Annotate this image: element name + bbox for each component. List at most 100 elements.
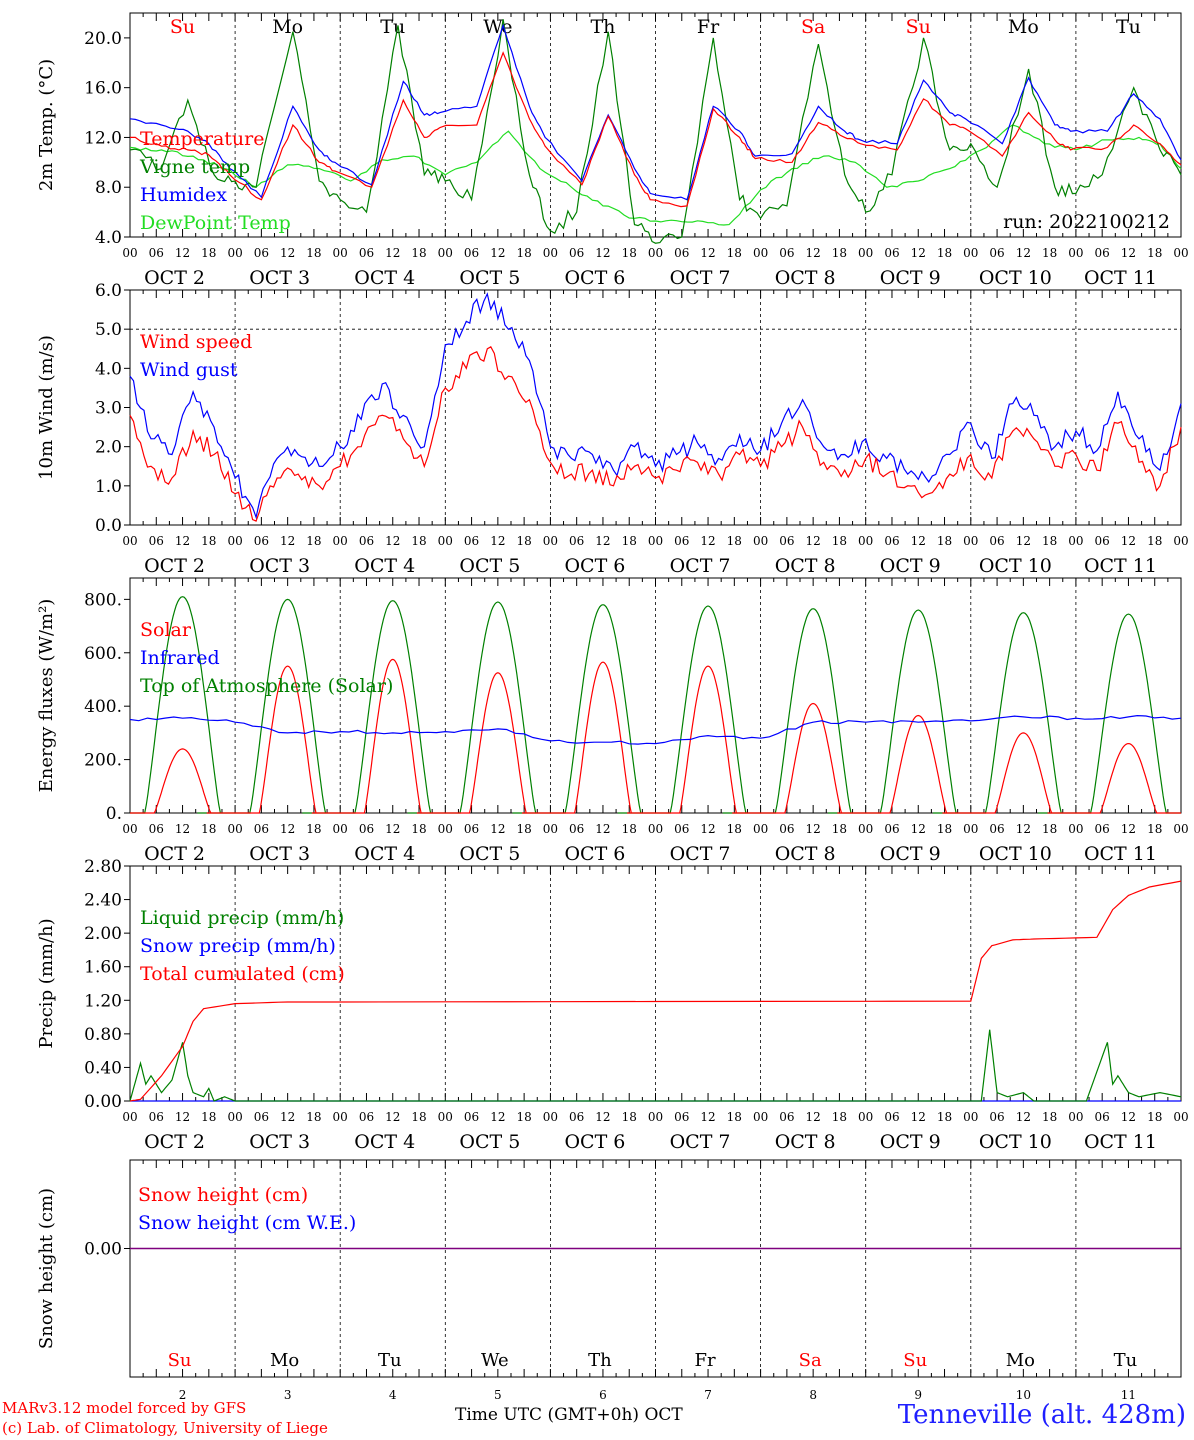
series-liquid-precip-mm-h- bbox=[129, 1029, 1182, 1102]
legend-1: Liquid precip (mm/h) bbox=[140, 907, 344, 929]
weekday-label: Th bbox=[588, 1350, 612, 1371]
hour-tick-label: 00 bbox=[227, 822, 242, 836]
hour-tick-label: 18 bbox=[411, 822, 426, 836]
hour-tick-label: 00 bbox=[122, 246, 137, 260]
hour-tick-label: 12 bbox=[490, 822, 505, 836]
hour-tick-label: 18 bbox=[727, 1110, 742, 1124]
y-axis-label: 2m Temp. (°C) bbox=[36, 59, 57, 191]
date-label: OCT 4 bbox=[354, 555, 415, 577]
hour-tick-label: 18 bbox=[1042, 246, 1057, 260]
y-tick-label: 2.40 bbox=[84, 891, 122, 911]
hour-tick-label: 06 bbox=[884, 534, 899, 548]
hour-tick-label: 12 bbox=[385, 246, 400, 260]
hour-tick-label: 06 bbox=[569, 1110, 584, 1124]
hour-tick-label: 12 bbox=[595, 246, 610, 260]
y-tick-label: 2.0 bbox=[95, 438, 122, 458]
date-label: OCT 9 bbox=[880, 267, 941, 289]
hour-tick-label: 12 bbox=[700, 534, 715, 548]
hour-tick-label: 18 bbox=[411, 1110, 426, 1124]
legend-1: Solar bbox=[140, 619, 192, 641]
y-tick-label: 0.80 bbox=[84, 1025, 122, 1045]
date-label: OCT 7 bbox=[670, 555, 731, 577]
hour-tick-label: 18 bbox=[937, 534, 952, 548]
hour-tick-label: 12 bbox=[280, 822, 295, 836]
date-label: OCT 6 bbox=[564, 843, 625, 865]
y-tick-label: 20.0 bbox=[84, 29, 122, 49]
y-tick-label: 8.0 bbox=[95, 178, 122, 198]
legend-4: DewPoint Temp bbox=[140, 212, 291, 234]
hour-tick-label: 12 bbox=[806, 1110, 821, 1124]
hour-tick-label: 00 bbox=[858, 534, 873, 548]
date-label: OCT 2 bbox=[144, 1131, 205, 1153]
hour-tick-label: 18 bbox=[516, 1110, 531, 1124]
date-label: OCT 6 bbox=[564, 267, 625, 289]
hour-tick-label: 00 bbox=[438, 1110, 453, 1124]
hour-tick-label: 12 bbox=[911, 534, 926, 548]
day-number-label: 8 bbox=[809, 1388, 817, 1402]
y-tick-label: 0.40 bbox=[84, 1058, 122, 1078]
legend-2: Snow precip (mm/h) bbox=[140, 935, 336, 957]
date-label: OCT 5 bbox=[459, 1131, 520, 1153]
hour-tick-label: 12 bbox=[700, 1110, 715, 1124]
hour-tick-label: 18 bbox=[1147, 534, 1162, 548]
panel-3: 0. 200. 400. 600. 800. Energy fluxes (W/m²) So… bbox=[36, 577, 1189, 865]
hour-tick-label: 18 bbox=[937, 246, 952, 260]
hour-tick-label: 00 bbox=[963, 534, 978, 548]
hour-tick-label: 18 bbox=[1042, 534, 1057, 548]
hour-tick-label: 00 bbox=[1068, 822, 1083, 836]
date-label: OCT 2 bbox=[144, 555, 205, 577]
hour-tick-label: 12 bbox=[911, 246, 926, 260]
hour-tick-label: 00 bbox=[1173, 246, 1188, 260]
hour-tick-label: 06 bbox=[1095, 1110, 1110, 1124]
date-label: OCT 6 bbox=[564, 1131, 625, 1153]
date-label: OCT 2 bbox=[144, 843, 205, 865]
hour-tick-label: 06 bbox=[779, 246, 794, 260]
y-tick-label: 2.00 bbox=[84, 924, 122, 944]
date-label: OCT 11 bbox=[1084, 1131, 1157, 1153]
legend-1: Temperature bbox=[140, 128, 264, 150]
date-label: OCT 11 bbox=[1084, 267, 1157, 289]
weekday-label: Th bbox=[590, 16, 615, 38]
hour-tick-label: 00 bbox=[543, 1110, 558, 1124]
hour-tick-label: 12 bbox=[175, 822, 190, 836]
hour-tick-label: 18 bbox=[727, 534, 742, 548]
y-axis-label: Energy fluxes (W/m²) bbox=[36, 599, 57, 793]
hour-tick-label: 12 bbox=[1121, 1110, 1136, 1124]
hour-tick-label: 06 bbox=[569, 534, 584, 548]
hour-tick-label: 00 bbox=[648, 822, 663, 836]
hour-tick-label: 00 bbox=[963, 246, 978, 260]
weekday-label: Tu bbox=[380, 16, 405, 38]
hour-tick-label: 06 bbox=[674, 822, 689, 836]
hour-tick-label: 12 bbox=[1016, 534, 1031, 548]
series-total-cumulated-cm- bbox=[129, 880, 1182, 1102]
hour-tick-label: 00 bbox=[227, 1110, 242, 1124]
hour-tick-label: 00 bbox=[648, 534, 663, 548]
legend-3: Total cumulated (cm) bbox=[140, 963, 345, 985]
hour-tick-label: 00 bbox=[858, 246, 873, 260]
hour-tick-label: 06 bbox=[779, 822, 794, 836]
date-label: OCT 3 bbox=[249, 843, 310, 865]
y-tick-label: 3.0 bbox=[95, 399, 122, 419]
panel-4: 0.00 0.40 0.80 1.20 1.60 2.00 2.40 2.80 Precip (… bbox=[36, 857, 1189, 1153]
hour-tick-label: 06 bbox=[674, 534, 689, 548]
hour-tick-label: 00 bbox=[753, 246, 768, 260]
day-number-label: 3 bbox=[284, 1388, 292, 1402]
station-title: Tenneville (alt. 428m) bbox=[897, 1400, 1186, 1430]
hour-tick-label: 12 bbox=[490, 246, 505, 260]
y-tick-label: 0.0 bbox=[95, 516, 122, 536]
hour-tick-label: 12 bbox=[1016, 246, 1031, 260]
date-label: OCT 11 bbox=[1084, 555, 1157, 577]
hour-tick-label: 00 bbox=[122, 534, 137, 548]
hour-tick-label: 00 bbox=[648, 1110, 663, 1124]
hour-tick-label: 00 bbox=[543, 534, 558, 548]
date-label: OCT 4 bbox=[354, 1131, 415, 1153]
hour-tick-label: 00 bbox=[1173, 822, 1188, 836]
date-label: OCT 7 bbox=[670, 267, 731, 289]
panel-5: 0.00 Snow height (cm) Snow height (cm) Snow… bbox=[36, 1159, 1182, 1402]
hour-tick-label: 00 bbox=[858, 822, 873, 836]
hour-tick-label: 18 bbox=[727, 246, 742, 260]
hour-tick-label: 00 bbox=[438, 246, 453, 260]
series-vigne-temp bbox=[129, 19, 1182, 244]
hour-tick-label: 06 bbox=[464, 246, 479, 260]
hour-tick-label: 18 bbox=[411, 534, 426, 548]
